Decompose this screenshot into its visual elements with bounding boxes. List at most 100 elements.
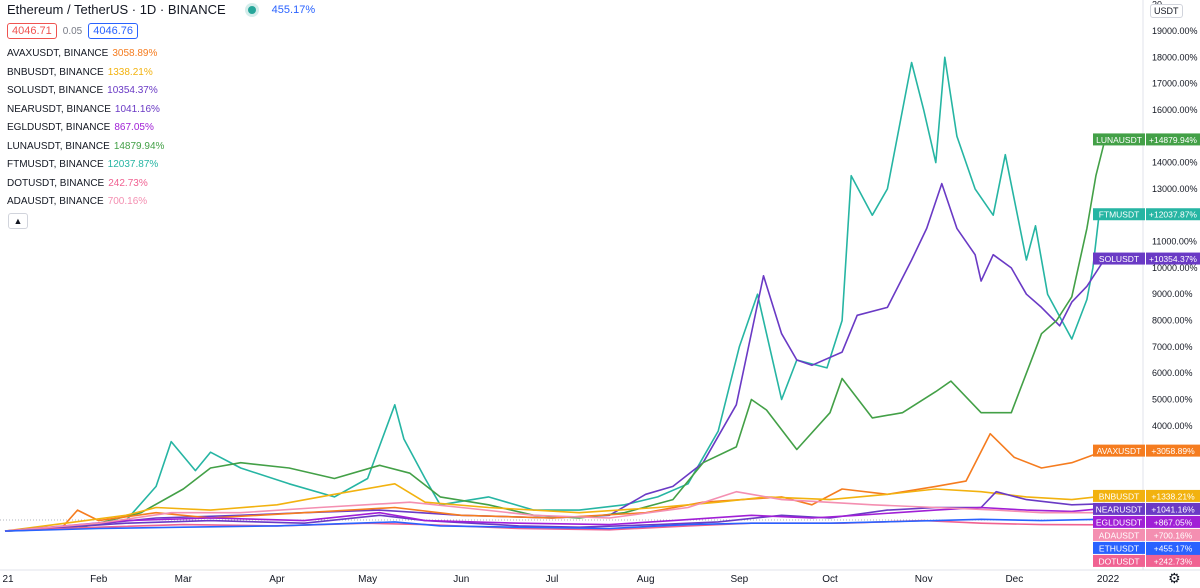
legend-item-name: NEARUSDT, BINANCE [7,103,111,115]
label-name: FTMUSDT [1099,210,1140,220]
value-label-nearusdt: NEARUSDT +1041.16% [1093,502,1200,515]
time-axis[interactable]: 21 Feb Mar Apr May Jun Jul Aug Sep Oct Nov Dec 2022 [2,574,1119,585]
label-value: +12037.87% [1149,210,1197,220]
label-value-box [1146,444,1200,457]
label-value: +242.73% [1154,556,1193,566]
series-line-ftmusdt [4,56,1106,532]
label-value-box [1146,515,1200,528]
legend-item-lunausdt[interactable]: LUNAUSDT, BINANCE 14879.94% [7,138,164,157]
market-status-icon [247,5,256,14]
legend-item-avaxusdt[interactable]: AVAXUSDT, BINANCE 3058.89% [7,45,164,64]
label-name-box [1093,554,1145,567]
legend-item-egldusdt[interactable]: EGLDUSDT, BINANCE 867.05% [7,119,164,138]
y-tick-label: 14000.00% [1152,158,1198,168]
price-axis[interactable]: −1000.00%4000.00%5000.00%6000.00%7000.00… [1152,0,1198,562]
legend-item-value: 700.16% [107,196,148,207]
legend-item-name: SOLUSDT, BINANCE [7,85,104,96]
x-tick-label: Jul [546,574,559,585]
spread: 0.05 [62,25,83,37]
x-tick-label: Dec [1005,574,1023,585]
symbol-header[interactable]: Ethereum / TetherUS · 1D · BINANCE 455.1… [7,2,315,17]
label-name-box [1093,252,1145,265]
y-tick-label: 17000.00% [1152,79,1198,89]
compare-legend: AVAXUSDT, BINANCE 3058.89% BNBUSDT, BINANC… [7,45,164,212]
legend-item-name: ADAUSDT, BINANCE [7,196,104,207]
legend-item-nearusdt[interactable]: NEARUSDT, BINANCE 1041.16% [7,101,164,120]
series-line-solusdt [4,182,1106,532]
label-name: EGLDUSDT [1096,517,1142,527]
label-name-box [1093,528,1145,541]
y-tick-label: 13000.00% [1152,184,1198,194]
label-name-box [1093,133,1145,146]
label-name: SOLUSDT [1099,254,1139,264]
x-tick-label: 2022 [1097,574,1120,585]
label-value: +867.05% [1154,517,1193,527]
symbol-title[interactable]: Ethereum / TetherUS · 1D · BINANCE [7,2,226,17]
bid-price[interactable]: 4046.71 [7,23,57,39]
legend-item-value: 14879.94% [113,140,165,152]
label-name: BNBUSDT [1099,491,1140,501]
legend-item-name: LUNAUSDT, BINANCE [7,140,110,152]
legend-item-solusdt[interactable]: SOLUSDT, BINANCE 10354.37% [7,82,164,101]
ask-price[interactable]: 4046.76 [88,23,138,39]
label-value: +3058.89% [1151,446,1195,456]
x-tick-label: Jun [453,574,469,585]
label-name-box [1093,208,1145,221]
label-value: +455.17% [1154,543,1193,553]
legend-item-value: 3058.89% [112,48,158,59]
legend-item-name: BNBUSDT, BINANCE [7,66,104,78]
label-name: ADAUSDT [1099,530,1140,540]
series-line-lunausdt [4,139,1106,532]
x-tick-label: Nov [915,574,933,585]
y-tick-label: 10000.00% [1152,263,1198,273]
x-tick-label: Mar [175,574,193,585]
label-value-box [1146,133,1200,146]
legend-item-name: AVAXUSDT, BINANCE [7,48,109,59]
legend-item-value: 867.05% [114,122,154,133]
value-label-bnbusdt: BNBUSDT +1338.21% [1093,489,1200,502]
legend-item-adausdt[interactable]: ADAUSDT, BINANCE 700.16% [7,193,164,212]
y-tick-label: 19000.00% [1152,26,1198,36]
series-line-ethusdt [4,518,1106,532]
label-name: AVAXUSDT [1097,446,1142,456]
y-tick-label: 11000.00% [1152,237,1197,247]
label-value: +1338.21% [1151,491,1195,501]
legend-item-value: 1338.21% [107,66,153,78]
y-tick-label: 5000.00% [1152,395,1193,405]
label-value: +700.16% [1154,530,1193,540]
label-name: NEARUSDT [1096,504,1143,514]
y-tick-label: 6000.00% [1152,368,1193,378]
label-value-box [1146,554,1200,567]
gear-icon[interactable]: ⚙ [1168,570,1181,586]
value-label-dotusdt: DOTUSDT +242.73% [1093,554,1200,567]
value-label-adausdt: ADAUSDT +700.16% [1093,528,1200,541]
label-name-box [1093,502,1145,515]
legend-item-name: DOTUSDT, BINANCE [7,177,105,189]
y-tick-label: 7000.00% [1152,342,1193,352]
value-label-lunausdt: LUNAUSDT +14879.94% [1093,133,1200,146]
x-tick-label: 21 [2,574,14,585]
legend-item-ftmusdt[interactable]: FTMUSDT, BINANCE 12037.87% [7,156,164,175]
label-value: +1041.16% [1151,504,1195,514]
value-label-ftmusdt: FTMUSDT +12037.87% [1093,208,1200,221]
y-tick-label: 16000.00% [1152,105,1198,115]
label-name-box [1093,489,1145,502]
x-tick-label: Oct [822,574,838,585]
bid-ask: 4046.71 0.05 4046.76 [7,23,138,39]
currency-selector[interactable]: USDT [1150,4,1183,18]
legend-item-bnbusdt[interactable]: BNBUSDT, BINANCE 1338.21% [7,64,164,83]
y-tick-label: 8000.00% [1152,316,1193,326]
label-value-box [1146,489,1200,502]
legend-item-value: 1041.16% [114,103,160,115]
series-line-egldusdt [4,506,1106,532]
legend-item-value: 10354.37% [107,85,158,96]
x-tick-label: Apr [269,574,285,585]
legend-item-dotusdt[interactable]: DOTUSDT, BINANCE 242.73% [7,175,164,194]
chevron-up-icon[interactable]: ▲ [8,213,28,229]
main-change: 455.17% [271,3,316,16]
x-tick-label: May [358,574,377,585]
series-line-nearusdt [4,490,1106,532]
x-tick-label: Sep [730,574,748,585]
value-label-egldusdt: EGLDUSDT +867.05% [1093,515,1200,528]
